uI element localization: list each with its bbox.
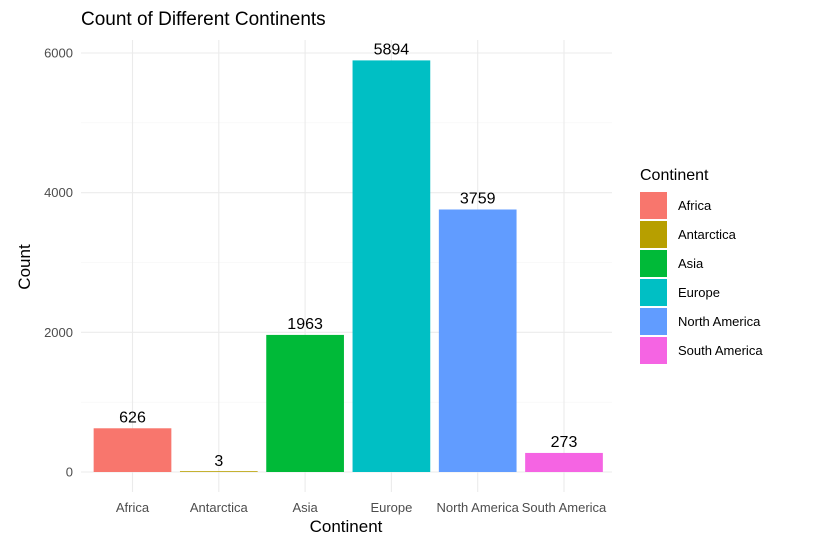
y-tick-label: 0 [66,465,73,480]
x-tick-label: Antarctica [190,500,249,515]
x-tick-label: South America [522,500,607,515]
x-axis-title: Continent [310,517,383,536]
legend-title: Continent [640,167,709,184]
legend-key-antarctica [640,221,667,248]
x-axis-ticks: Africa Antarctica Asia Europe North America S… [116,500,607,515]
data-label-south-america: 273 [551,434,578,451]
legend-label-north-america: North America [678,314,761,329]
bar-europe [352,60,431,472]
y-tick-label: 4000 [44,185,73,200]
y-axis-ticks: 0 2000 4000 6000 [44,46,73,480]
legend-key-africa [640,192,667,219]
data-labels: 626 3 1963 5894 3759 273 [119,41,577,469]
x-tick-label: Asia [292,500,318,515]
data-label-asia: 1963 [287,316,323,333]
legend-label-antarctica: Antarctica [678,227,737,242]
legend-label-europe: Europe [678,285,720,300]
data-label-africa: 626 [119,409,146,426]
bar-south-america [525,452,603,472]
bar-asia [266,334,344,472]
legend-key-europe [640,279,667,306]
bar-north-america [438,209,517,472]
chart-title: Count of Different Continents [81,9,326,30]
grid [81,40,612,492]
legend-key-asia [640,250,667,277]
bars [93,60,603,472]
legend-items: Africa Antarctica Asia Europe North America S… [640,192,763,364]
y-tick-label: 6000 [44,46,73,61]
data-label-north-america: 3759 [460,190,496,207]
data-label-antarctica: 3 [214,453,223,470]
bar-antarctica [179,471,258,472]
y-tick-label: 2000 [44,325,73,340]
legend-label-africa: Africa [678,198,712,213]
bar-africa [93,428,172,472]
legend-key-north-america [640,308,667,335]
x-tick-label: North America [437,500,520,515]
x-tick-label: Europe [370,500,412,515]
data-label-europe: 5894 [374,41,410,58]
legend-key-south-america [640,337,667,364]
x-tick-label: Africa [116,500,150,515]
legend: Continent Africa Antarctica Asia Europe Nort… [640,167,763,364]
y-axis-title: Count [15,244,34,290]
legend-label-asia: Asia [678,256,704,271]
legend-label-south-america: South America [678,343,763,358]
